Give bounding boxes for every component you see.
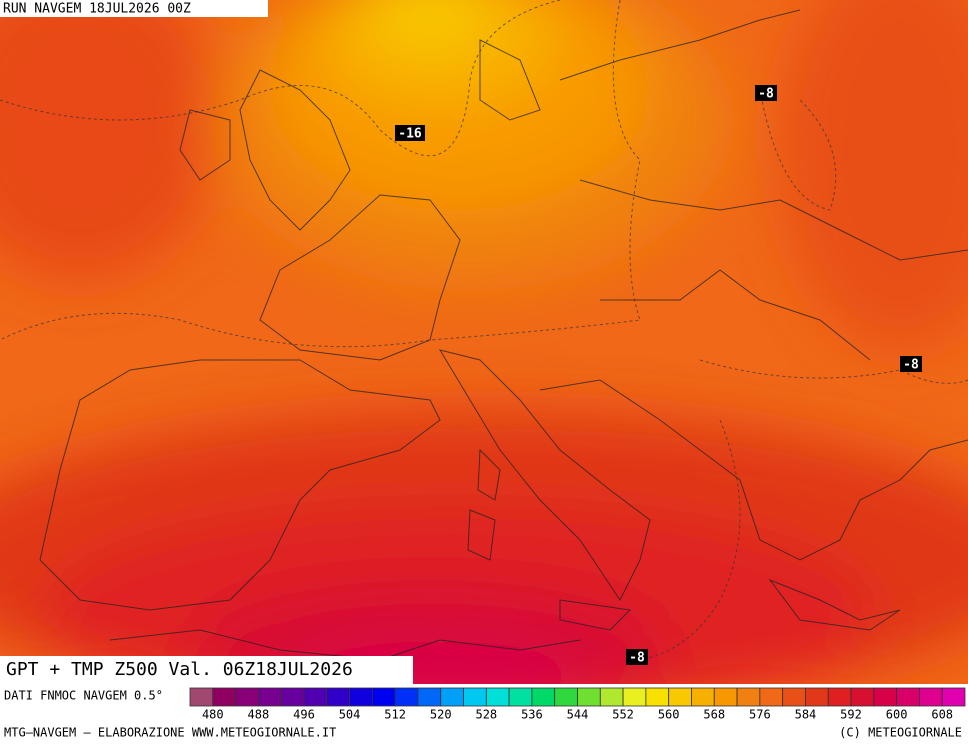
isotherms <box>0 0 968 661</box>
colorbar-swatch <box>691 687 715 707</box>
colorbar-tick-label: 600 <box>886 708 908 722</box>
coastlines <box>39 9 968 661</box>
colorbar-swatch <box>280 687 305 707</box>
contour-label: -16 <box>398 127 422 142</box>
colorbar-tick-label: 488 <box>248 708 270 722</box>
colorbar-tick-label: 592 <box>840 708 862 722</box>
run-label: RUN NAVGEM 18JUL2026 00Z <box>3 2 191 17</box>
colorbar-swatch <box>713 687 738 707</box>
map-title: GPT + TMP Z500 Val. 06Z18JUL2026 <box>6 659 353 680</box>
colorbar-swatch <box>919 687 943 707</box>
colorbar-swatch <box>873 687 898 707</box>
colorbar-swatch <box>645 687 670 707</box>
colorbar-swatch <box>235 687 259 707</box>
run-box <box>0 0 268 17</box>
colorbar-swatch <box>212 687 236 707</box>
colorbar-swatch <box>371 687 396 707</box>
colorbar-swatch <box>440 687 464 707</box>
contour-label: -8 <box>903 358 919 373</box>
colorbar-tick-label: 552 <box>612 708 634 722</box>
colorbar-tick-label: 496 <box>293 708 315 722</box>
footer-left: MTG–NAVGEM – ELABORAZIONE WWW.METEOGIORN… <box>4 726 336 740</box>
colorbar-caption: DATI FNMOC NAVGEM 0.5° <box>4 689 163 703</box>
colorbar-swatch <box>485 687 510 707</box>
map-field: -16 -8 -8 -8 RUN NAVGEM 18JUL2026 00Z GPT +… <box>0 0 968 684</box>
colorbar-swatch <box>463 687 487 707</box>
colorbar-swatch <box>805 687 829 707</box>
colorbar-swatch <box>850 687 875 707</box>
colorbar-tick-label: 536 <box>521 708 543 722</box>
colorbar-swatch <box>599 687 624 707</box>
colorbar-swatch <box>736 687 761 707</box>
colorbar-tick-label: 544 <box>567 708 589 722</box>
colorbar: 480 488 496 504 512 520 528 536 544 552 560 568 576 5… <box>189 687 966 722</box>
colorbar-swatch <box>326 687 350 707</box>
colorbar-tick-label: 608 <box>931 708 953 722</box>
colorbar-swatch <box>554 687 578 707</box>
colorbar-swatch <box>417 687 442 707</box>
colorbar-swatch <box>531 687 556 707</box>
label-box <box>395 125 425 141</box>
colorbar-swatch <box>189 687 214 707</box>
colorbar-swatch <box>257 687 282 707</box>
colorbar-swatch <box>349 687 373 707</box>
label-box <box>626 649 648 665</box>
colorbar-tick-label: 512 <box>384 708 406 722</box>
colorbar-swatch <box>668 687 692 707</box>
colorbar-swatch <box>782 687 806 707</box>
colorbar-tick-label: 576 <box>749 708 771 722</box>
label-box <box>755 85 777 101</box>
footer-right: (C) METEOGIORNALE <box>839 726 962 740</box>
title-box <box>0 656 413 684</box>
label-box <box>900 356 922 372</box>
contour-label: -8 <box>758 87 774 102</box>
colorbar-tick-label: 560 <box>658 708 680 722</box>
colorbar-swatch <box>394 687 419 707</box>
colorbar-swatch <box>759 687 784 707</box>
colorbar-tick-label: 520 <box>430 708 452 722</box>
colorbar-swatch <box>577 687 601 707</box>
colorbar-tick-label: 568 <box>703 708 725 722</box>
colorbar-swatch <box>827 687 852 707</box>
contour-label: -8 <box>629 651 645 666</box>
colorbar-tick-label: 504 <box>339 708 361 722</box>
colorbar-swatch <box>941 687 966 707</box>
colorbar-swatch <box>508 687 533 707</box>
colorbar-swatch <box>622 687 647 707</box>
colorbar-tick-label: 528 <box>475 708 497 722</box>
colorbar-tick-label: 480 <box>202 708 224 722</box>
colorbar-tick-label: 584 <box>795 708 817 722</box>
colorbar-swatch <box>896 687 920 707</box>
colorbar-swatch <box>303 687 328 707</box>
